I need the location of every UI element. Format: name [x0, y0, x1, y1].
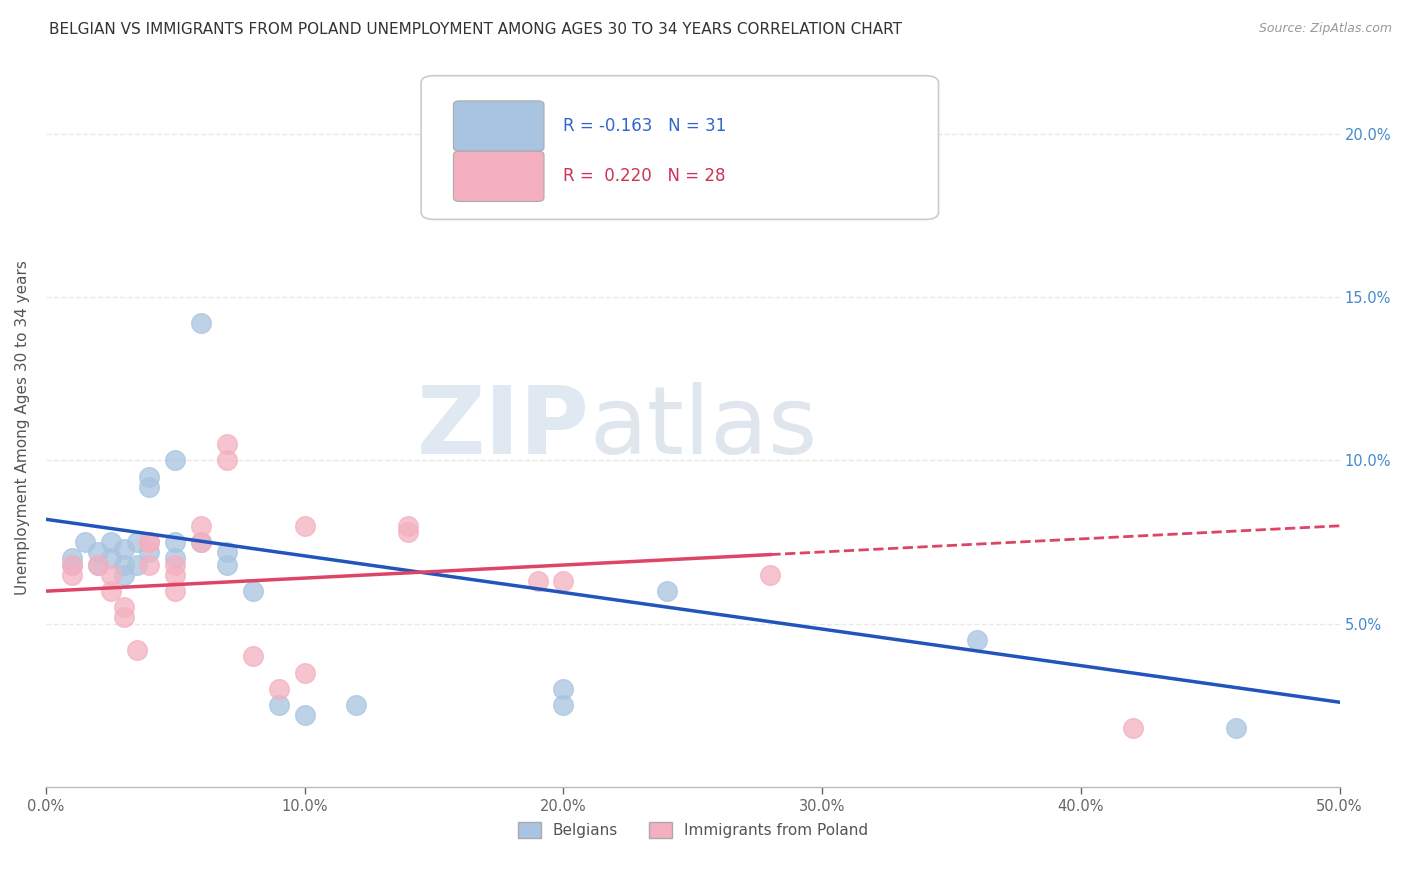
Point — [100, 535, 122, 549]
Point — [165, 551, 187, 566]
Point — [242, 649, 264, 664]
Point — [1225, 722, 1247, 736]
FancyBboxPatch shape — [454, 101, 544, 151]
Point — [215, 453, 238, 467]
Point — [190, 535, 212, 549]
Point — [165, 535, 187, 549]
Point — [526, 574, 548, 589]
Text: BELGIAN VS IMMIGRANTS FROM POLAND UNEMPLOYMENT AMONG AGES 30 TO 34 YEARS CORRELA: BELGIAN VS IMMIGRANTS FROM POLAND UNEMPL… — [49, 22, 903, 37]
Point — [138, 480, 160, 494]
FancyBboxPatch shape — [454, 151, 544, 202]
Point — [138, 545, 160, 559]
Text: Source: ZipAtlas.com: Source: ZipAtlas.com — [1258, 22, 1392, 36]
Point — [215, 545, 238, 559]
Point — [396, 525, 419, 540]
Point — [125, 643, 148, 657]
Point — [1122, 722, 1144, 736]
Point — [190, 316, 212, 330]
Text: R = -0.163   N = 31: R = -0.163 N = 31 — [564, 117, 727, 135]
Point — [112, 610, 135, 624]
Point — [100, 584, 122, 599]
Point — [655, 584, 678, 599]
Point — [759, 567, 782, 582]
Point — [100, 551, 122, 566]
Text: atlas: atlas — [589, 382, 817, 474]
Point — [86, 558, 108, 572]
Point — [100, 567, 122, 582]
Point — [60, 558, 83, 572]
Point — [60, 567, 83, 582]
Point — [267, 682, 290, 697]
Point — [165, 453, 187, 467]
Point — [346, 698, 368, 713]
Point — [553, 682, 575, 697]
Point — [215, 558, 238, 572]
Point — [294, 708, 316, 723]
Point — [112, 600, 135, 615]
Point — [86, 545, 108, 559]
Point — [138, 535, 160, 549]
Y-axis label: Unemployment Among Ages 30 to 34 years: Unemployment Among Ages 30 to 34 years — [15, 260, 30, 595]
Point — [138, 470, 160, 484]
Point — [553, 574, 575, 589]
Point — [60, 551, 83, 566]
Point — [112, 558, 135, 572]
FancyBboxPatch shape — [422, 76, 939, 219]
Point — [190, 518, 212, 533]
Point — [267, 698, 290, 713]
Point — [165, 567, 187, 582]
Text: R =  0.220   N = 28: R = 0.220 N = 28 — [564, 168, 725, 186]
Point — [966, 633, 988, 648]
Point — [125, 558, 148, 572]
Point — [73, 535, 96, 549]
Point — [138, 558, 160, 572]
Point — [396, 518, 419, 533]
Text: ZIP: ZIP — [416, 382, 589, 474]
Point — [112, 567, 135, 582]
Point — [165, 558, 187, 572]
Point — [86, 558, 108, 572]
Point — [165, 584, 187, 599]
Point — [242, 584, 264, 599]
Legend: Belgians, Immigrants from Poland: Belgians, Immigrants from Poland — [512, 816, 875, 844]
Point — [112, 541, 135, 556]
Point — [294, 518, 316, 533]
Point — [294, 665, 316, 680]
Point — [125, 535, 148, 549]
Point — [215, 437, 238, 451]
Point — [138, 535, 160, 549]
Point — [190, 535, 212, 549]
Point — [553, 698, 575, 713]
Point — [60, 558, 83, 572]
